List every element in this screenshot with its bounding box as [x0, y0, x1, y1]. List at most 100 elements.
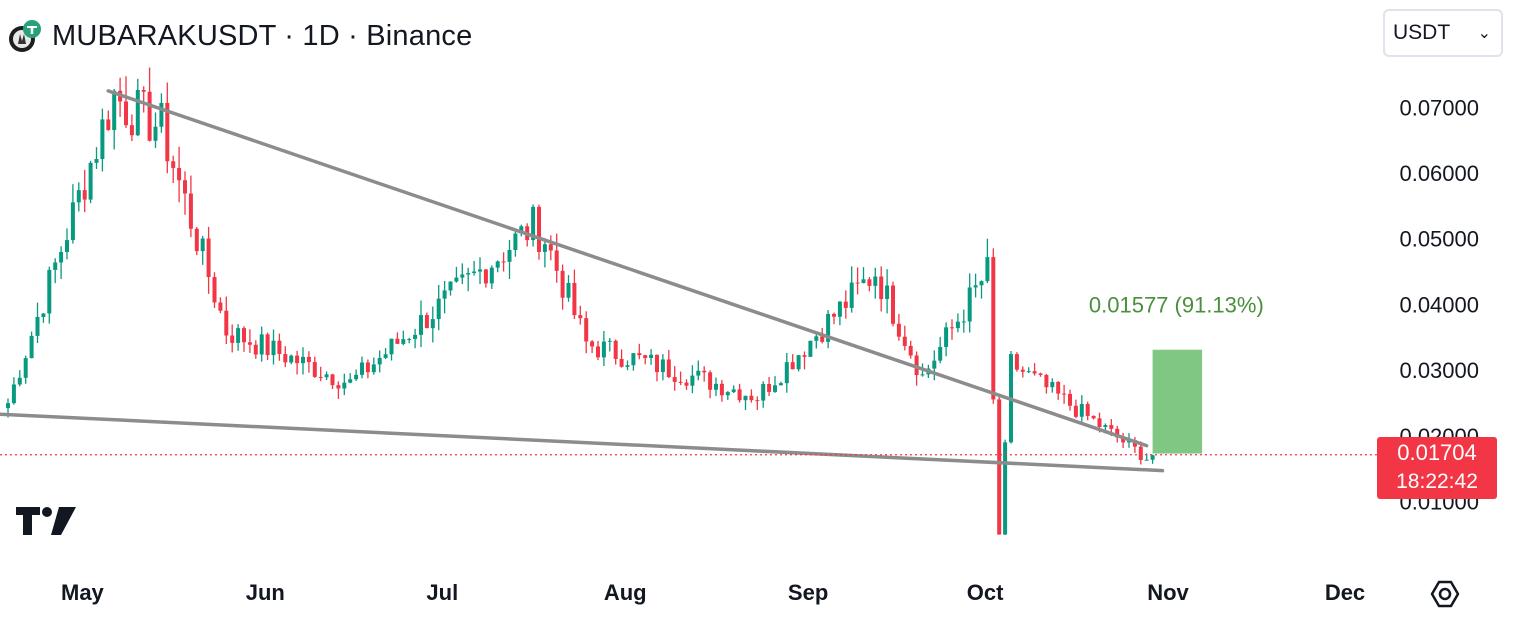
candle [112, 88, 117, 150]
candle [708, 370, 713, 399]
candle [714, 377, 718, 397]
candle [896, 313, 901, 341]
candle [1003, 439, 1008, 536]
candle [843, 290, 848, 319]
symbol-title[interactable]: MUBARAKUSDT · 1D · Binance [52, 19, 473, 52]
candle [861, 267, 866, 284]
target-box[interactable] [1152, 349, 1203, 454]
candle [572, 269, 577, 319]
candle [165, 82, 170, 174]
candle [424, 312, 429, 329]
coin-logo-icon [8, 19, 42, 53]
x-tick-label: May [61, 580, 105, 605]
candle [1056, 381, 1061, 400]
candle [560, 264, 565, 310]
candle [383, 348, 388, 360]
candle [348, 373, 353, 384]
candle [584, 311, 589, 354]
candle [436, 284, 441, 331]
candle [401, 330, 406, 346]
candle [70, 184, 75, 244]
candle [395, 332, 400, 344]
candle [106, 110, 111, 131]
candle [277, 333, 282, 361]
candle [1121, 432, 1126, 449]
candle [814, 333, 819, 349]
candle [601, 331, 606, 367]
candle [495, 260, 500, 273]
candle [312, 356, 317, 378]
candle [507, 239, 512, 280]
candle [183, 171, 187, 215]
candle [1050, 378, 1055, 393]
candle [1032, 363, 1037, 376]
candle [891, 281, 895, 327]
y-tick-label: 0.03000 [1399, 358, 1479, 383]
candle [985, 238, 990, 284]
candle [542, 238, 547, 268]
candle [590, 340, 595, 354]
candle [283, 346, 288, 368]
target-label: 0.01577 (91.13%) [1089, 293, 1264, 318]
candle [879, 266, 884, 312]
candle [731, 385, 736, 394]
candle [967, 273, 972, 333]
y-tick-label: 0.07000 [1399, 95, 1479, 120]
x-tick-label: Sep [788, 580, 828, 605]
candle [206, 226, 211, 294]
candle [637, 343, 642, 360]
candle [65, 228, 69, 260]
last-price-value: 0.01704 [1397, 440, 1477, 465]
upper-trendline[interactable] [106, 89, 1149, 448]
candle [135, 78, 140, 137]
candle [826, 310, 831, 349]
candle [932, 350, 937, 381]
candle [790, 354, 795, 370]
lower-trendline[interactable] [0, 412, 1165, 473]
candle [531, 204, 536, 247]
candle [631, 353, 636, 371]
candle [483, 269, 488, 288]
candle [655, 354, 659, 382]
candle [35, 302, 40, 344]
candle [944, 322, 949, 357]
candle [330, 373, 335, 389]
candle [1073, 399, 1078, 419]
candle [253, 340, 258, 359]
candle [719, 380, 724, 402]
candle [141, 86, 146, 113]
candle [236, 324, 241, 351]
candle [47, 266, 52, 324]
candle [124, 76, 128, 128]
tradingview-logo-icon[interactable] [14, 505, 78, 542]
candle [991, 248, 996, 404]
candle [743, 395, 748, 410]
candle [955, 313, 960, 333]
y-tick-label: 0.04000 [1399, 292, 1479, 317]
candle [796, 354, 801, 372]
candle [773, 376, 777, 393]
currency-select[interactable]: USDT ⌄ [1383, 9, 1503, 57]
candle [407, 337, 412, 344]
candle [100, 108, 105, 172]
chart-header: MUBARAKUSDT · 1D · Binance [8, 12, 472, 60]
x-axis[interactable]: May Jun Jul Aug Sep Oct Nov Dec [61, 580, 1365, 605]
candle [200, 235, 205, 265]
candle [649, 349, 654, 365]
candle [1044, 373, 1049, 394]
candle [365, 359, 370, 379]
settings-gear-icon[interactable] [1429, 578, 1461, 610]
candle [625, 360, 630, 371]
candle [1085, 401, 1090, 421]
candle [1079, 395, 1084, 422]
candle [808, 340, 813, 358]
candle [578, 305, 583, 325]
candle [566, 275, 571, 302]
candle [460, 263, 465, 285]
candle [23, 355, 28, 384]
x-tick-label: Jul [426, 580, 458, 605]
candle [171, 155, 176, 183]
candle [301, 347, 305, 375]
candle [855, 267, 860, 295]
